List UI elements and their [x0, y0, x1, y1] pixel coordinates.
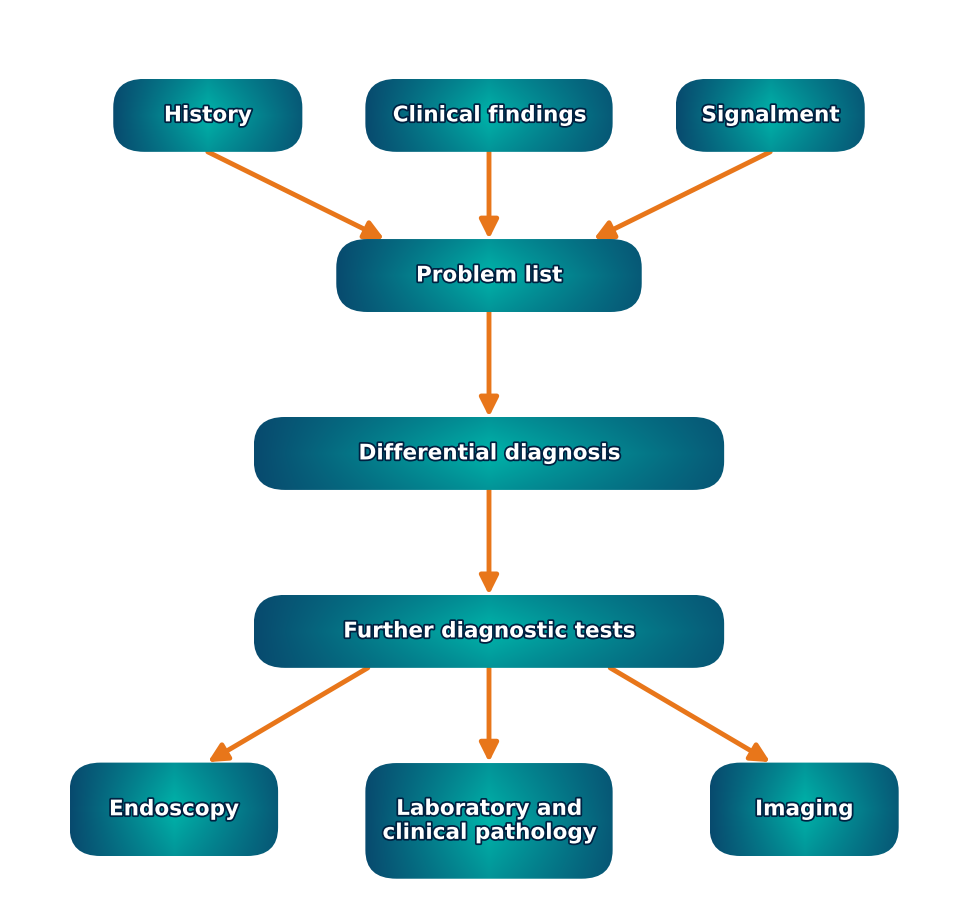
Text: History: History [164, 105, 251, 126]
Text: Differential diagnosis: Differential diagnosis [359, 444, 618, 463]
Text: Clinical findings: Clinical findings [393, 105, 584, 126]
Text: Imaging: Imaging [754, 799, 852, 819]
Text: Signalment: Signalment [701, 105, 838, 126]
Text: Problem list: Problem list [415, 266, 562, 286]
Text: Laboratory and
clinical pathology: Laboratory and clinical pathology [382, 799, 595, 843]
Text: Further diagnostic tests: Further diagnostic tests [343, 621, 634, 641]
Text: Endoscopy: Endoscopy [108, 799, 238, 819]
